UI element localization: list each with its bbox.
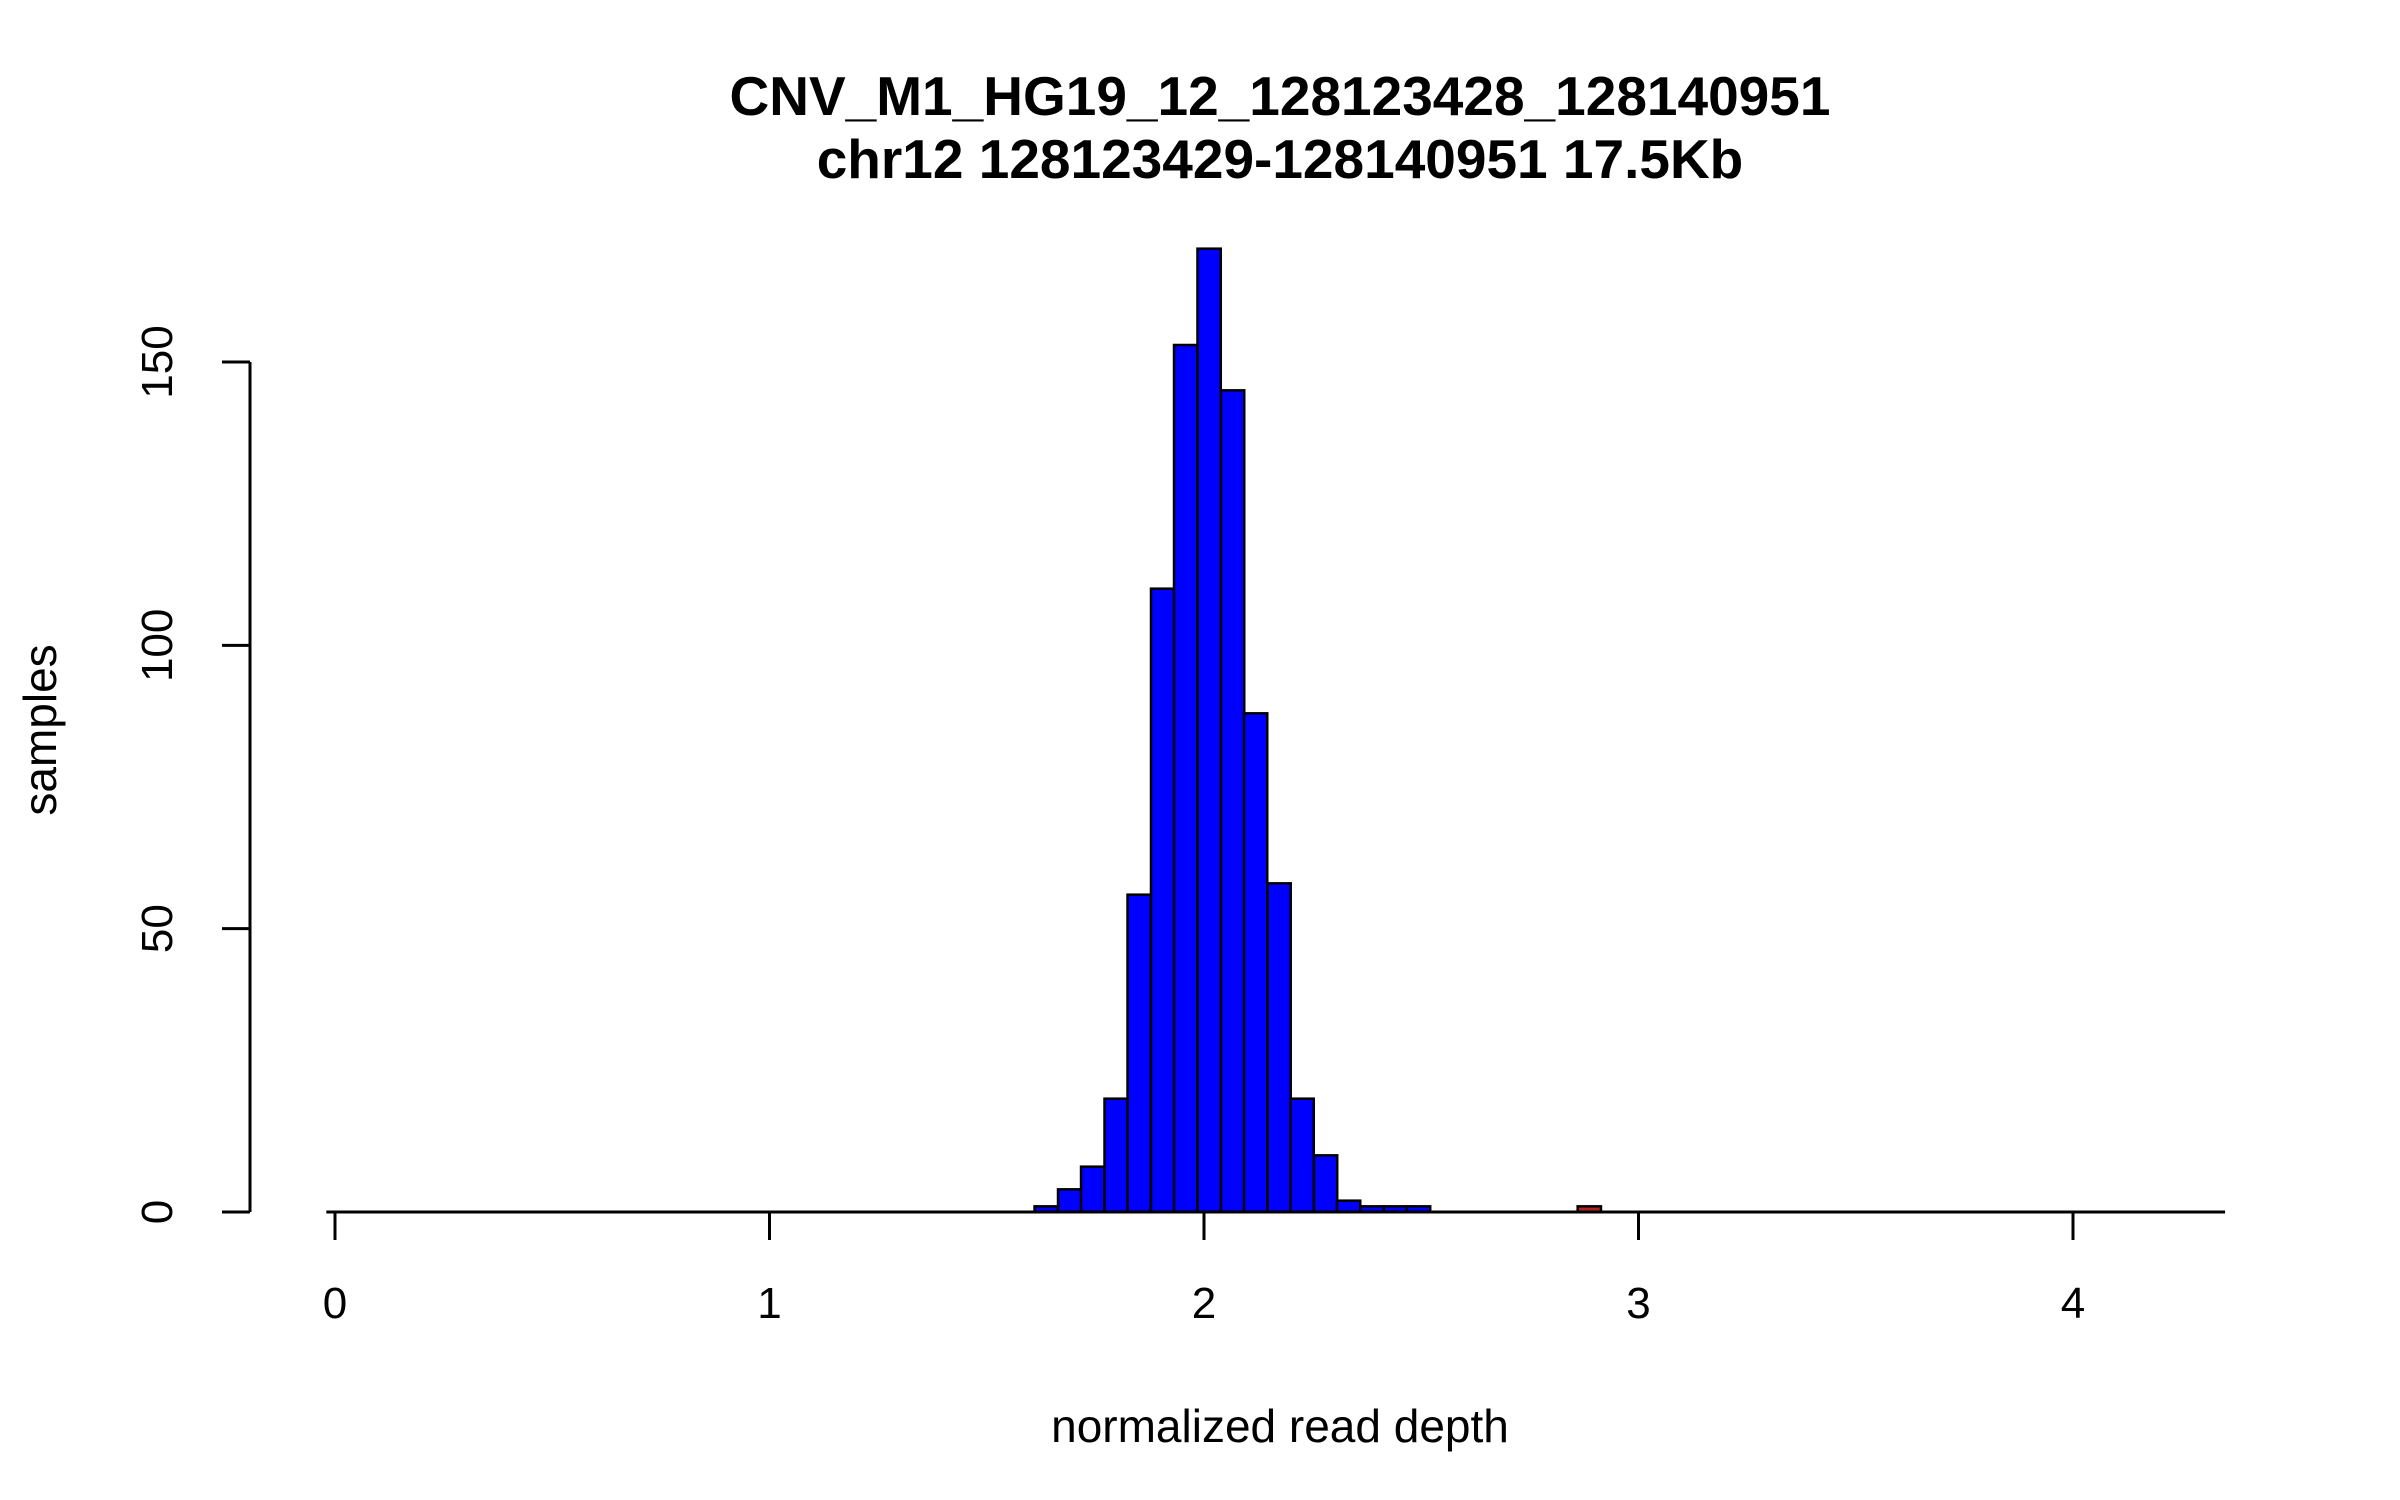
y-axis: 0 50 100 150 bbox=[133, 325, 252, 1224]
histogram-bar bbox=[1242, 712, 1269, 1214]
chart-subtitle: chr12 128123429-128140951 17.5Kb bbox=[817, 128, 1744, 190]
x-tick-label: 0 bbox=[323, 1279, 347, 1328]
x-tick-label: 1 bbox=[757, 1279, 781, 1328]
y-tick-label: 0 bbox=[133, 1200, 182, 1224]
histogram-bar bbox=[1149, 587, 1176, 1214]
y-axis-title: samples bbox=[14, 644, 66, 815]
y-tick-label: 100 bbox=[133, 609, 182, 682]
histogram-bar bbox=[1126, 893, 1153, 1214]
y-tick-label: 150 bbox=[133, 325, 182, 398]
histogram-bar bbox=[1266, 882, 1292, 1214]
histogram-bar bbox=[1196, 247, 1223, 1214]
x-axis: 0 1 2 3 4 bbox=[323, 1210, 2085, 1328]
histogram-bar bbox=[1079, 1165, 1106, 1214]
x-tick-label: 3 bbox=[1626, 1279, 1650, 1328]
bars-group bbox=[1033, 247, 1603, 1214]
histogram-bar bbox=[1335, 1199, 1362, 1214]
x-tick-label: 4 bbox=[2061, 1279, 2085, 1328]
x-tick-label: 2 bbox=[1192, 1279, 1216, 1328]
x-axis-title: normalized read depth bbox=[1051, 1400, 1509, 1452]
histogram-bar bbox=[1219, 389, 1246, 1214]
chart-title: CNV_M1_HG19_12_128123428_128140951 bbox=[730, 65, 1831, 127]
histogram-bar bbox=[1056, 1188, 1083, 1214]
histogram-bar bbox=[1289, 1097, 1316, 1214]
y-tick-label: 50 bbox=[133, 904, 182, 953]
histogram-bar bbox=[1103, 1097, 1130, 1214]
histogram-bar bbox=[1312, 1154, 1339, 1214]
histogram-bar bbox=[1172, 343, 1199, 1214]
